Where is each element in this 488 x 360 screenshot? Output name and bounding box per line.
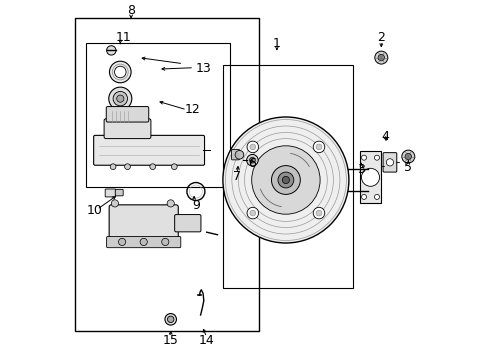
Circle shape [106, 46, 116, 55]
FancyBboxPatch shape [174, 215, 201, 232]
Circle shape [249, 210, 255, 216]
Text: 14: 14 [199, 334, 214, 347]
Bar [110, 111, 130, 122]
Circle shape [235, 150, 244, 159]
Text: 12: 12 [184, 103, 200, 116]
Text: 7: 7 [233, 170, 241, 183]
Circle shape [374, 194, 379, 199]
Circle shape [404, 153, 411, 160]
Circle shape [162, 238, 168, 246]
FancyBboxPatch shape [115, 189, 123, 196]
Circle shape [164, 314, 176, 325]
FancyBboxPatch shape [104, 119, 151, 139]
Text: 1: 1 [272, 37, 280, 50]
FancyBboxPatch shape [94, 135, 204, 165]
Bar [86, 43, 230, 187]
Circle shape [374, 155, 379, 160]
Circle shape [111, 200, 118, 207]
Circle shape [167, 316, 174, 323]
Circle shape [277, 172, 293, 188]
Circle shape [361, 168, 379, 186]
Text: 11: 11 [116, 31, 131, 44]
FancyBboxPatch shape [365, 165, 370, 173]
Circle shape [114, 66, 126, 78]
Text: 13: 13 [195, 62, 210, 75]
FancyBboxPatch shape [109, 205, 178, 240]
Circle shape [401, 150, 414, 163]
Circle shape [223, 117, 348, 243]
Text: 3: 3 [357, 163, 365, 176]
FancyBboxPatch shape [382, 153, 396, 172]
Text: 5: 5 [404, 161, 411, 174]
FancyBboxPatch shape [365, 187, 370, 195]
Circle shape [271, 166, 300, 194]
Circle shape [118, 238, 125, 246]
Circle shape [167, 200, 174, 207]
Circle shape [110, 164, 116, 170]
Text: 8: 8 [127, 4, 135, 17]
Circle shape [313, 141, 324, 153]
Circle shape [109, 61, 131, 83]
FancyBboxPatch shape [106, 107, 148, 122]
Circle shape [246, 154, 258, 166]
Bar [359, 151, 381, 203]
Circle shape [249, 144, 255, 150]
Bar [223, 65, 352, 288]
FancyBboxPatch shape [105, 189, 115, 197]
Circle shape [149, 164, 155, 170]
Circle shape [386, 159, 393, 166]
Circle shape [171, 164, 177, 170]
Circle shape [140, 238, 147, 246]
Circle shape [374, 51, 387, 64]
Circle shape [117, 95, 123, 102]
Circle shape [246, 207, 258, 219]
FancyBboxPatch shape [106, 237, 181, 248]
Text: 15: 15 [163, 334, 178, 347]
Circle shape [249, 157, 255, 163]
FancyBboxPatch shape [231, 149, 239, 160]
Text: 4: 4 [380, 130, 388, 143]
Text: 2: 2 [377, 31, 385, 44]
Circle shape [361, 194, 366, 199]
Circle shape [113, 91, 127, 106]
Circle shape [315, 210, 321, 216]
Text: 9: 9 [192, 199, 200, 212]
Circle shape [315, 144, 321, 150]
Circle shape [124, 164, 130, 170]
Bar [75, 18, 258, 331]
Text: 6: 6 [247, 157, 255, 170]
Circle shape [377, 54, 384, 61]
Circle shape [251, 146, 320, 214]
Circle shape [313, 207, 324, 219]
Circle shape [108, 87, 132, 110]
Circle shape [282, 176, 289, 184]
Text: 10: 10 [87, 204, 103, 217]
Circle shape [246, 141, 258, 153]
Circle shape [361, 155, 366, 160]
